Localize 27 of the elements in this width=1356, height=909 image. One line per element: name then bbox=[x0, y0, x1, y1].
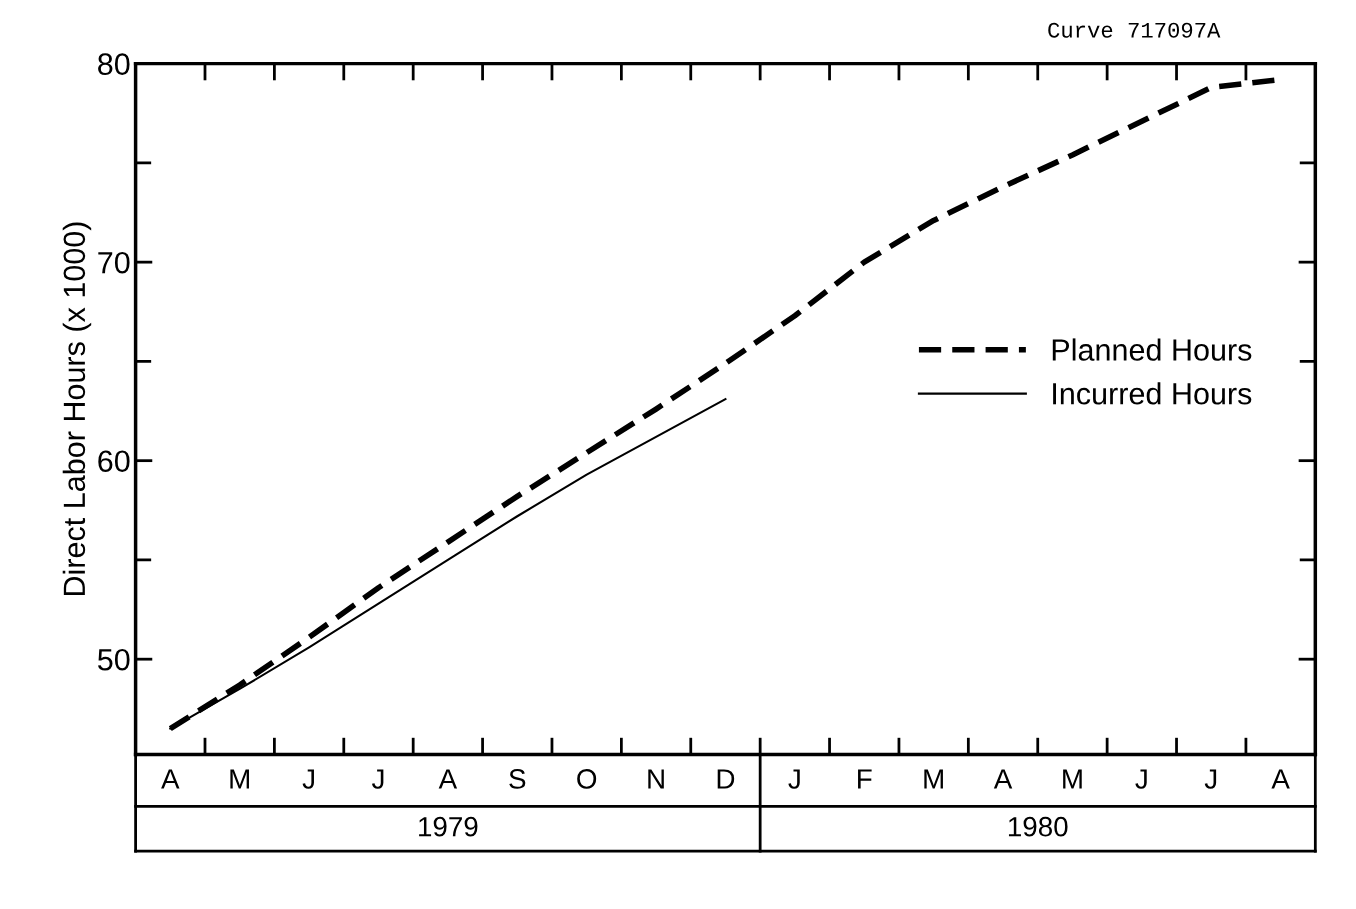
y-tick-label: 60 bbox=[98, 450, 130, 473]
y-axis-title: Direct Labor Hours (x 1000) bbox=[62, 222, 92, 596]
x-tick-label: A bbox=[438, 769, 458, 789]
y-tick-label: 50 bbox=[97, 648, 130, 671]
x-tick-label: D bbox=[717, 769, 735, 789]
x-tick-label: M bbox=[230, 769, 249, 789]
x-tick-label: N bbox=[648, 769, 664, 789]
x-tick-label: A bbox=[993, 769, 1013, 789]
x-tick-label: A bbox=[161, 769, 180, 789]
x-tick-label: M bbox=[1063, 769, 1082, 789]
text: 1979 bbox=[419, 816, 478, 837]
x-tick-label: J bbox=[371, 769, 384, 789]
x-tick-label: J bbox=[1204, 769, 1217, 789]
y-tick-label: 80 bbox=[98, 53, 130, 75]
x-tick-label: F bbox=[858, 769, 872, 789]
x-tick-label: M bbox=[924, 769, 943, 789]
x-tick-label: A bbox=[1271, 769, 1290, 789]
legend-label: Planned Hours bbox=[1052, 338, 1252, 361]
x-tick-label: J bbox=[1135, 769, 1147, 789]
y-tick-label: 70 bbox=[98, 251, 130, 274]
text: Curve 717097A bbox=[1048, 22, 1221, 38]
text: 1980 bbox=[1008, 816, 1068, 837]
x-tick-label: J bbox=[788, 769, 800, 789]
x-tick-label: S bbox=[509, 769, 526, 789]
legend-label: Incurred Hours bbox=[1053, 382, 1252, 405]
x-tick-label: O bbox=[577, 769, 597, 789]
x-tick-label: J bbox=[302, 769, 314, 789]
